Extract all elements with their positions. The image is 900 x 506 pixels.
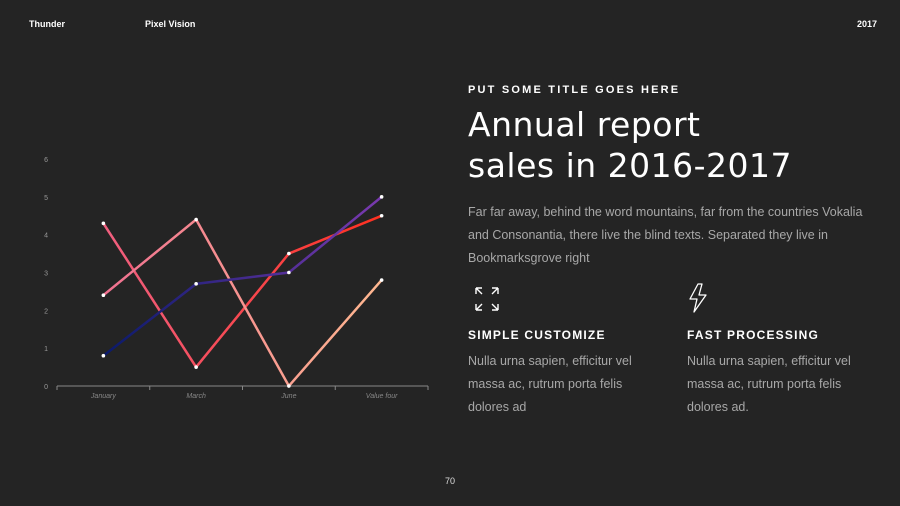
header-subtitle: Pixel Vision [145, 19, 196, 29]
line-chart: 0 1 2 3 4 5 6 January March June Value four [44, 157, 429, 400]
feature-text: Nulla urna sapien, efficitur vel massa a… [468, 354, 632, 414]
data-point [101, 221, 106, 226]
title-line-1: Annual report [468, 105, 701, 144]
y-tick-label: 3 [44, 271, 48, 278]
data-point [287, 270, 291, 275]
data-point [101, 353, 106, 358]
header-year: 2017 [856, 19, 877, 29]
feature-text: Nulla urna sapien, efficitur vel massa a… [687, 354, 851, 414]
x-tick-label: January [90, 393, 116, 400]
data-point [101, 293, 106, 298]
feature-title: SIMPLE CUSTOMIZE [468, 328, 606, 342]
data-point [379, 213, 384, 218]
feature-simple-customize: SIMPLE CUSTOMIZE Nulla urna sapien, effi… [468, 282, 658, 419]
data-point [379, 278, 384, 282]
y-tick-label: 0 [44, 384, 48, 391]
y-tick-label: 1 [44, 346, 48, 353]
data-point [194, 282, 198, 286]
page-number: 70 [444, 476, 455, 486]
series-line [102, 214, 383, 370]
data-point [194, 365, 198, 369]
expand-icon [468, 282, 658, 314]
description: Far far away, behind the word mountains,… [468, 205, 863, 265]
x-tick-label: March [186, 393, 206, 400]
y-tick-label: 6 [44, 157, 48, 164]
series-line [102, 195, 383, 357]
page-title: Annual report sales in 2016-2017 [468, 104, 792, 186]
series-line [102, 217, 383, 389]
data-point [379, 195, 384, 199]
data-point [287, 384, 291, 388]
data-point [287, 251, 291, 256]
eyebrow-title: PUT SOME TITLE GOES HERE [468, 84, 681, 96]
x-tick-label: Value four [366, 393, 398, 400]
title-line-2: sales in 2016-2017 [468, 146, 793, 185]
y-tick-label: 5 [44, 195, 48, 202]
brand-name: Thunder [29, 19, 65, 29]
feature-title: FAST PROCESSING [687, 328, 820, 342]
y-tick-label: 2 [44, 308, 48, 315]
y-tick-label: 4 [44, 233, 48, 240]
x-tick-label: June [280, 393, 296, 400]
feature-fast-processing: FAST PROCESSING Nulla urna sapien, effic… [687, 282, 877, 419]
lightning-icon [687, 282, 877, 314]
data-point [194, 217, 198, 222]
